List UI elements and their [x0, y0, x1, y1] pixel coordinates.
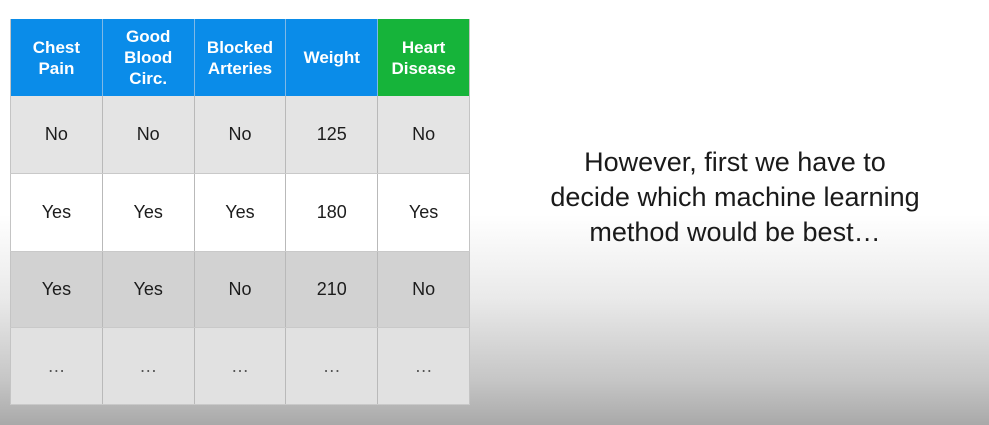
header-heart-disease: Heart Disease: [377, 19, 470, 96]
table-cell: No: [10, 96, 103, 174]
header-good-blood-circ: Good Blood Circ.: [102, 19, 195, 96]
slide-caption: However, first we have to decide which m…: [505, 145, 965, 250]
table-cell: 210: [285, 251, 379, 328]
table-cell: No: [194, 251, 287, 328]
header-blocked-arteries: Blocked Arteries: [194, 19, 287, 96]
table-row: … … … … …: [10, 327, 470, 405]
table-row: No No No 125 No: [10, 96, 470, 174]
table-cell: Yes: [194, 173, 287, 252]
table-cell: …: [285, 327, 379, 405]
table-row: Yes Yes Yes 180 Yes: [10, 173, 470, 252]
caption-line: decide which machine learning: [550, 182, 920, 212]
table-cell: Yes: [377, 173, 470, 252]
data-table: Chest Pain Good Blood Circ. Blocked Arte…: [10, 19, 470, 405]
table-header-row: Chest Pain Good Blood Circ. Blocked Arte…: [10, 19, 470, 96]
table-cell: 180: [285, 173, 379, 252]
table-cell: …: [102, 327, 195, 405]
table-cell: No: [377, 96, 470, 174]
table-cell: 125: [285, 96, 379, 174]
table-cell: …: [10, 327, 103, 405]
table-cell: Yes: [102, 251, 195, 328]
caption-line: However, first we have to: [584, 147, 886, 177]
table-row: Yes Yes No 210 No: [10, 251, 470, 328]
table-cell: Yes: [10, 251, 103, 328]
table-cell: Yes: [102, 173, 195, 252]
table-cell: Yes: [10, 173, 103, 252]
table-cell: No: [377, 251, 470, 328]
table-cell: …: [194, 327, 287, 405]
table-cell: …: [377, 327, 470, 405]
table-cell: No: [194, 96, 287, 174]
header-chest-pain: Chest Pain: [10, 19, 103, 96]
caption-line: method would be best…: [589, 217, 881, 247]
header-weight: Weight: [285, 19, 379, 96]
table-cell: No: [102, 96, 195, 174]
